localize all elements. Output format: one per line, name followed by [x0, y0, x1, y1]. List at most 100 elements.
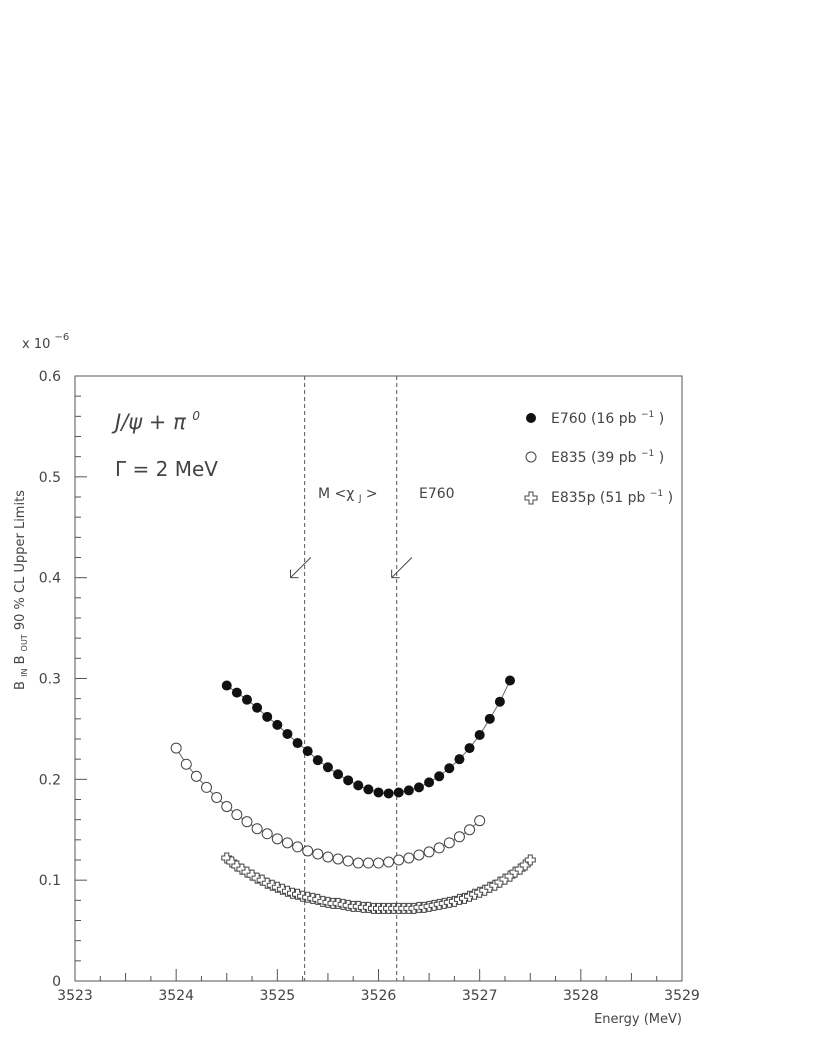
data-point-e835 — [362, 857, 374, 869]
legend-e835p-sup: −1 — [650, 489, 663, 499]
data-point-e835 — [302, 845, 314, 857]
data-point-e760 — [272, 719, 283, 730]
x-tick-label: 3527 — [462, 988, 498, 1004]
legend-e760-name: E760 (16 pb — [551, 411, 637, 427]
arrow-shaft — [391, 557, 413, 579]
data-point-e835 — [332, 853, 344, 865]
process-text: J/ψ + π — [111, 410, 186, 434]
data-point-e760 — [302, 746, 313, 757]
legend-label-e760: E760 (16 pb −1 ) — [551, 405, 664, 427]
data-point-e760 — [292, 738, 303, 749]
y-tick-label: 0.4 — [39, 571, 61, 587]
data-point-e760 — [505, 675, 516, 686]
data-point-e760 — [322, 762, 333, 773]
data-point-e835 — [342, 855, 354, 867]
data-point-e835 — [403, 852, 415, 864]
mass-marker-end: > — [366, 486, 378, 502]
data-point-e835 — [433, 842, 445, 854]
exponent-base: x 10 — [22, 337, 50, 352]
data-point-e835 — [170, 742, 182, 754]
width-annotation: Γ = 2 MeV — [115, 457, 218, 481]
data-point-e835 — [201, 781, 213, 793]
data-point-e835 — [352, 857, 364, 869]
legend-label-e835p: E835p (51 pb −1 ) — [551, 484, 673, 506]
data-point-e760 — [434, 771, 445, 782]
vertical-reference-lines — [304, 376, 398, 981]
legend-e835-sup: −1 — [641, 449, 654, 459]
data-point-e760 — [343, 775, 354, 786]
ylabel-rest: 90 % CL Upper Limits — [13, 490, 28, 630]
data-point-e835 — [474, 815, 486, 827]
axis-ticks — [74, 375, 683, 982]
legend-marker-e835 — [525, 451, 537, 463]
data-point-e835 — [322, 851, 334, 863]
data-point-e760 — [363, 784, 374, 795]
e760-marker-label: E760 — [419, 486, 455, 502]
x-axis-label: Energy (MeV) — [594, 1012, 682, 1027]
ylabel-b1-sub: IN — [20, 669, 29, 677]
data-point-e760 — [373, 787, 384, 798]
data-point-e760 — [413, 782, 424, 793]
y-axis-label: B IN B OUT 90 % CL Upper Limits — [13, 490, 31, 690]
data-point-e835 — [453, 831, 465, 843]
legend-marker-e760 — [526, 413, 536, 423]
process-annotation: J/ψ + π 0 — [111, 409, 200, 434]
y-tick-label: 0.1 — [39, 873, 61, 889]
legend-e835p-end: ) — [668, 490, 673, 506]
y-tick-label: 0 — [52, 974, 61, 990]
data-point-e835 — [373, 857, 384, 869]
data-point-e835 — [241, 816, 253, 828]
data-point-e760 — [312, 755, 323, 766]
legend-marker-e835p — [524, 491, 538, 505]
y-axis-exponent: x 10 −6 — [22, 332, 69, 352]
legend-e835p-name: E835p (51 pb — [551, 490, 646, 506]
y-tick-label: 0.3 — [39, 672, 61, 688]
data-point-e760 — [221, 680, 232, 691]
tick-labels: 3523 3524 3525 3526 3527 3528 3529 0 0.1 0.2 0.3 0.… — [39, 369, 700, 1004]
data-point-e835 — [190, 770, 202, 782]
legend-e835-end: ) — [659, 450, 664, 466]
y-tick-label: 0.5 — [39, 470, 61, 486]
data-point-e835 — [281, 837, 293, 849]
process-superscript: 0 — [192, 409, 200, 423]
data-point-e835 — [413, 849, 425, 861]
data-point-e835p — [519, 859, 531, 871]
ylabel-b2-sub: OUT — [20, 634, 29, 651]
series-line-0 — [226, 680, 511, 794]
x-tick-label: 3526 — [361, 988, 397, 1004]
x-tick-label: 3528 — [563, 988, 599, 1004]
data-point-e760 — [262, 711, 273, 722]
data-point-e760 — [282, 728, 293, 739]
data-point-e760 — [464, 743, 475, 754]
y-tick-label: 0.2 — [39, 772, 61, 788]
mass-marker-sub: J — [358, 494, 362, 504]
data-point-e760 — [383, 788, 394, 799]
data-point-e835 — [383, 856, 395, 868]
data-point-e760 — [393, 787, 404, 798]
ylabel-b2: B — [13, 655, 28, 664]
legend: E760 (16 pb −1 ) E835 (39 pb −1 ) E835p … — [524, 405, 673, 506]
data-point-e760 — [474, 729, 485, 740]
data-point-e760 — [424, 777, 435, 788]
data-point-e835 — [221, 801, 233, 813]
arrow-shaft — [290, 557, 312, 579]
annotation-arrows — [289, 557, 413, 579]
data-point-e835 — [312, 848, 324, 860]
data-point-e835 — [271, 833, 283, 845]
x-tick-label: 3529 — [664, 988, 700, 1004]
data-point-e835 — [393, 854, 405, 866]
data-point-e760 — [494, 696, 505, 707]
legend-e760-end: ) — [659, 411, 664, 427]
x-tick-label: 3524 — [158, 988, 194, 1004]
data-point-e760 — [353, 780, 364, 791]
data-point-e835 — [261, 828, 273, 840]
series-markers — [170, 675, 536, 914]
x-tick-label: 3523 — [57, 988, 93, 1004]
mass-marker-label: M <χ J > — [318, 486, 378, 505]
data-point-e835 — [443, 837, 455, 849]
y-tick-label: 0.6 — [39, 369, 61, 385]
ylabel-b1: B — [13, 681, 28, 690]
mass-marker-text: M <χ — [318, 486, 354, 502]
legend-e835-name: E835 (39 pb — [551, 450, 637, 466]
